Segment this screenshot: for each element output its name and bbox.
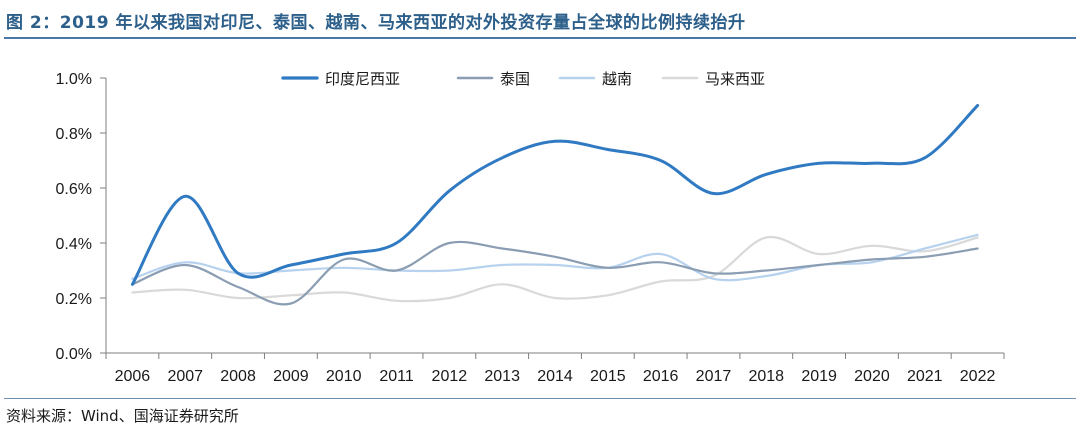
x-tick-label: 2020 [854,368,890,385]
x-tick-label: 2017 [696,368,732,385]
series-line-1 [130,104,980,286]
legend-label: 泰国 [500,70,530,88]
source-note: 资料来源：Wind、国海证券研究所 [6,407,239,425]
legend-item-2: 泰国 [456,70,530,88]
y-tick-label: 0.0% [56,346,92,363]
x-tick-label: 2022 [960,368,996,385]
series-line-4 [131,235,979,303]
legend-label: 印度尼西亚 [325,70,400,88]
legend-item-3: 越南 [558,70,632,88]
x-tick-label: 2018 [748,368,784,385]
x-tick-label: 2010 [326,368,362,385]
x-tick-label: 2007 [167,368,203,385]
y-tick-label: 0.6% [56,181,92,198]
x-tick-label: 2006 [115,368,151,385]
y-tick-label: 0.4% [56,236,92,253]
x-tick-label: 2015 [590,368,626,385]
series-line-2 [131,240,979,306]
x-tick-label: 2012 [432,368,468,385]
title-divider [4,37,1076,39]
legend-item-4: 马来西亚 [661,70,765,88]
x-tick-label: 2019 [801,368,837,385]
y-tick-label: 0.2% [56,291,92,308]
x-tick-label: 2021 [907,368,943,385]
source-divider [4,398,1076,399]
legend-item-1: 印度尼西亚 [281,70,400,88]
x-tick-label: 2016 [643,368,679,385]
x-tick-label: 2013 [484,368,520,385]
y-tick-label: 1.0% [56,71,92,88]
series-lines [130,104,980,306]
x-tick-label: 2009 [273,368,309,385]
legend-label: 马来西亚 [705,70,765,88]
x-tick-label: 2011 [379,368,414,385]
y-axis: 0.0% 0.2% 0.4% 0.6% 0.8% 1.0% [56,71,107,363]
figure-title: 图 2：2019 年以来我国对印尼、泰国、越南、马来西亚的对外投资存量占全球的比… [6,13,746,33]
x-tick-label: 2008 [220,368,256,385]
legend-label: 越南 [602,70,632,88]
x-tick-label: 2014 [537,368,573,385]
legend: 印度尼西亚 泰国 越南 马来西亚 [281,70,765,88]
y-tick-label: 0.8% [56,126,92,143]
line-chart: 0.0%0.2%0.4%0.6%0.8%1.0% 2006 2007 2008 200… [56,70,1005,385]
x-axis: 2006 2007 2008 2009 2010 2011 2012 2013 2014 2015… [105,352,1005,385]
